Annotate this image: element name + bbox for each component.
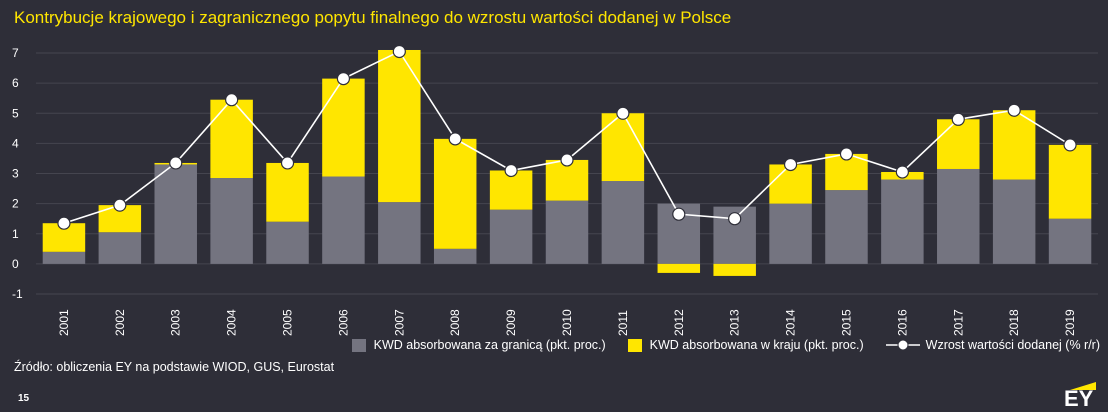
x-tick-label: 2002 bbox=[113, 309, 127, 336]
legend-swatch-foreign bbox=[351, 338, 366, 352]
x-axis-ticks: 2001 2002 2003 2004 2005 2006 2007 2008 2009 2010… bbox=[57, 309, 1077, 336]
growth-point bbox=[225, 93, 239, 107]
y-tick-label: -1 bbox=[12, 287, 23, 301]
bar-foreign bbox=[154, 164, 197, 264]
growth-point bbox=[1007, 103, 1021, 117]
bar-foreign bbox=[769, 203, 812, 264]
bar-foreign bbox=[433, 248, 477, 264]
growth-line bbox=[57, 44, 1077, 230]
bar-domestic bbox=[937, 119, 980, 169]
bar-foreign bbox=[992, 179, 1036, 264]
legend-line-marker-icon bbox=[885, 339, 920, 351]
y-tick-label: 1 bbox=[12, 227, 19, 241]
bar-foreign bbox=[98, 232, 142, 264]
y-axis-ticks: -1 0 1 2 3 4 5 6 7 bbox=[12, 46, 23, 301]
y-tick-label: 2 bbox=[12, 197, 19, 211]
growth-point bbox=[616, 106, 630, 120]
growth-point bbox=[392, 44, 406, 59]
growth-point bbox=[169, 156, 183, 170]
x-tick-label: 2018 bbox=[1007, 309, 1021, 336]
bars bbox=[42, 49, 1092, 276]
bar-domestic bbox=[433, 138, 477, 249]
legend-item-line: Wzrost wartości dodanej (% r/r) bbox=[885, 338, 1100, 352]
y-tick-label: 7 bbox=[12, 46, 19, 60]
growth-point bbox=[448, 132, 462, 146]
source-note: Źródło: obliczenia EY na podstawie WIOD,… bbox=[14, 360, 335, 374]
bar-domestic bbox=[657, 263, 701, 273]
x-tick-label: 2006 bbox=[336, 309, 350, 336]
legend-label-foreign: KWD absorbowana za granicą (pkt. proc.) bbox=[373, 338, 606, 352]
bar-domestic bbox=[713, 263, 756, 276]
x-tick-label: 2012 bbox=[672, 309, 686, 336]
bar-foreign bbox=[210, 178, 253, 264]
bar-domestic bbox=[601, 113, 645, 182]
ey-logo-beam-icon bbox=[1070, 382, 1096, 390]
bar-domestic bbox=[210, 99, 253, 179]
growth-point bbox=[783, 157, 798, 172]
legend-label-line: Wzrost wartości dodanej (% r/r) bbox=[925, 338, 1100, 352]
bar-domestic bbox=[1048, 144, 1092, 219]
y-tick-label: 6 bbox=[12, 76, 19, 90]
x-tick-label: 2015 bbox=[839, 309, 853, 336]
bar-domestic bbox=[992, 110, 1036, 180]
legend-item-domestic: KWD absorbowana w kraju (pkt. proc.) bbox=[627, 338, 864, 352]
bar-foreign bbox=[322, 176, 365, 264]
bar-foreign bbox=[825, 190, 868, 264]
x-tick-label: 2010 bbox=[560, 309, 574, 336]
legend-label-domestic: KWD absorbowana w kraju (pkt. proc.) bbox=[649, 338, 864, 352]
growth-point bbox=[504, 163, 518, 178]
x-tick-label: 2019 bbox=[1063, 309, 1077, 336]
ey-logo-text: EY bbox=[1064, 386, 1094, 411]
growth-point bbox=[839, 147, 854, 161]
bar-domestic bbox=[266, 162, 309, 222]
growth-point bbox=[1063, 138, 1077, 152]
growth-point bbox=[672, 207, 686, 221]
x-tick-label: 2017 bbox=[951, 309, 965, 336]
page-number: 15 bbox=[18, 393, 30, 404]
x-tick-label: 2016 bbox=[895, 309, 909, 336]
bar-foreign bbox=[266, 221, 309, 264]
growth-point bbox=[280, 156, 295, 170]
x-tick-label: 2007 bbox=[392, 309, 406, 336]
ey-logo: EY bbox=[1064, 382, 1096, 411]
bar-foreign bbox=[601, 181, 645, 264]
chart-title: Kontrybucje krajowego i zagranicznego po… bbox=[14, 8, 732, 27]
legend-swatch-domestic bbox=[627, 338, 642, 352]
growth-point bbox=[895, 165, 909, 179]
growth-point bbox=[336, 72, 351, 86]
x-tick-label: 2014 bbox=[784, 309, 798, 336]
growth-point bbox=[113, 198, 127, 212]
growth-point bbox=[728, 212, 742, 226]
bar-foreign bbox=[489, 209, 533, 264]
y-tick-label: 0 bbox=[12, 257, 19, 271]
bar-domestic bbox=[545, 159, 589, 201]
x-tick-label: 2004 bbox=[225, 309, 239, 336]
legend-item-foreign: KWD absorbowana za granicą (pkt. proc.) bbox=[351, 338, 606, 352]
y-tick-label: 4 bbox=[12, 136, 19, 150]
bar-foreign bbox=[42, 251, 86, 264]
growth-point bbox=[560, 153, 574, 167]
x-tick-label: 2013 bbox=[728, 309, 742, 336]
x-tick-label: 2009 bbox=[504, 309, 518, 336]
growth-point bbox=[951, 112, 965, 126]
legend: KWD absorbowana za granicą (pkt. proc.) … bbox=[330, 338, 1100, 352]
x-tick-label: 2001 bbox=[57, 309, 71, 336]
bar-foreign bbox=[378, 202, 421, 264]
x-tick-label: 2005 bbox=[281, 309, 295, 336]
bar-foreign bbox=[937, 168, 980, 264]
bar-domestic bbox=[322, 78, 365, 177]
growth-point bbox=[57, 216, 71, 230]
y-tick-label: 5 bbox=[12, 106, 19, 120]
bar-domestic bbox=[378, 49, 421, 203]
y-tick-label: 3 bbox=[12, 167, 19, 181]
x-tick-label: 2003 bbox=[169, 309, 183, 336]
bar-foreign bbox=[1048, 218, 1092, 264]
x-tick-label: 2011 bbox=[616, 310, 630, 336]
bar-foreign bbox=[545, 200, 589, 264]
bar-foreign bbox=[881, 179, 924, 264]
x-tick-label: 2008 bbox=[448, 309, 462, 336]
